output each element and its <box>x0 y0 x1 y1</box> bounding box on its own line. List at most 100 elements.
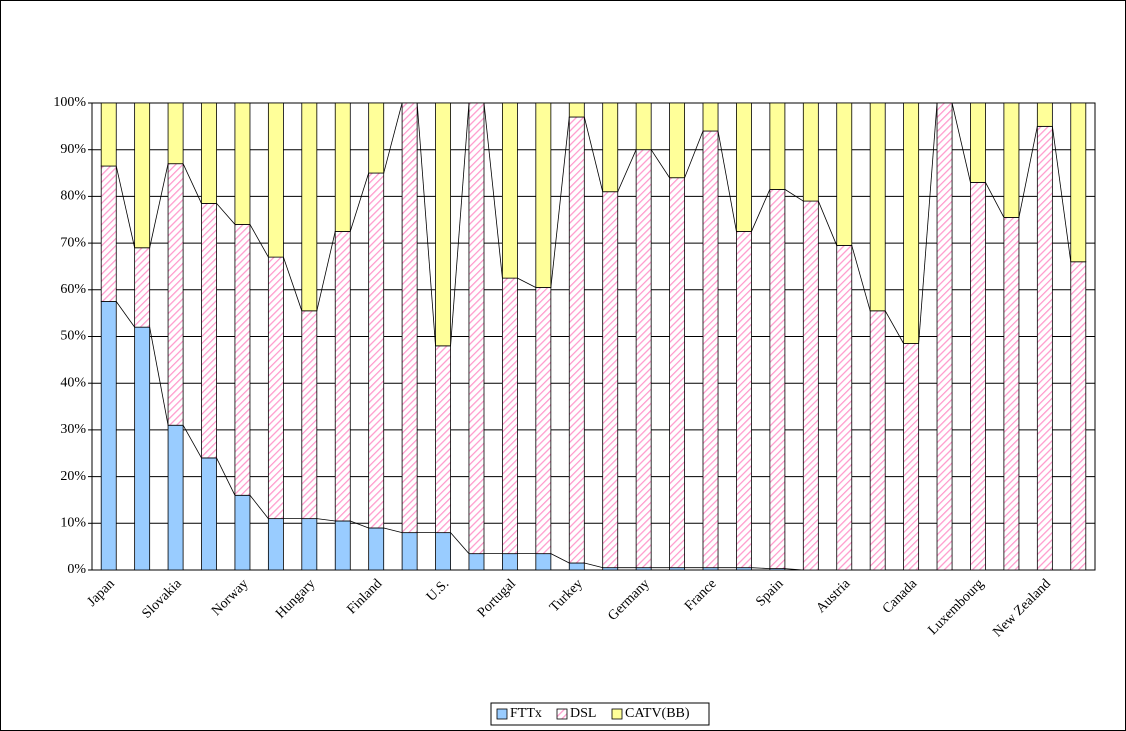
bar-segment <box>1003 102 1020 218</box>
series-line <box>1018 126 1038 218</box>
legend-label: FTTx <box>510 706 542 721</box>
bar-segment <box>468 553 485 571</box>
series-line <box>450 532 470 554</box>
bar-segment <box>267 102 284 258</box>
bar-segment <box>201 102 217 204</box>
bar-segment <box>535 553 552 571</box>
bar-segment <box>301 102 318 312</box>
bar-segment <box>501 102 518 279</box>
series-line <box>216 457 236 496</box>
bar-segment <box>802 102 819 202</box>
legend-swatch <box>556 708 568 720</box>
bar-segment <box>401 532 418 571</box>
bar-segment <box>970 181 986 571</box>
series-line <box>182 425 202 459</box>
bar-segment <box>802 200 819 571</box>
series-line <box>717 130 737 232</box>
y-tick-label: 50% <box>60 329 86 344</box>
legend-swatch <box>611 708 623 720</box>
bar-segment <box>401 102 418 534</box>
bar-segment <box>669 102 686 179</box>
bar-segment <box>267 518 284 571</box>
bar-segment <box>669 177 686 569</box>
y-tick-label: 70% <box>60 235 86 250</box>
series-line <box>149 327 169 426</box>
series-line <box>517 277 537 288</box>
bar-segment <box>568 102 585 118</box>
y-tick-label: 0% <box>67 562 86 577</box>
series-line <box>450 102 470 346</box>
bar-segment <box>1070 261 1087 571</box>
y-tick-label: 40% <box>60 375 86 390</box>
bar-segment <box>368 102 385 174</box>
bar-segment <box>167 424 184 571</box>
bar-segment <box>903 102 920 344</box>
bar-segment <box>234 494 251 571</box>
bar-segment <box>234 102 251 225</box>
bar-segment <box>903 343 920 571</box>
bar-segment <box>635 149 652 569</box>
bar-segment <box>568 562 585 571</box>
series-line <box>416 102 436 346</box>
bar-segment <box>869 102 886 312</box>
bar-segment <box>100 102 117 167</box>
y-tick-label: 80% <box>60 189 86 204</box>
y-tick-label: 20% <box>60 469 86 484</box>
bar-segment <box>535 102 552 288</box>
series-line <box>684 130 704 178</box>
y-tick-label: 90% <box>60 142 86 157</box>
series-line <box>182 163 202 204</box>
bar-segment <box>368 527 385 571</box>
bar-segment <box>468 102 485 555</box>
legend: FTTx DSL CATV(BB) <box>490 702 710 726</box>
y-tick-label: 60% <box>60 282 86 297</box>
y-tick-label: 10% <box>60 516 86 531</box>
series-line <box>1051 126 1072 262</box>
bar-segment <box>334 102 351 232</box>
series-line <box>584 562 603 569</box>
series-line <box>951 102 971 183</box>
series-line <box>751 567 770 569</box>
series-line <box>918 102 938 344</box>
bar-segment <box>368 172 385 529</box>
bar-segment <box>134 102 151 249</box>
series-line <box>817 200 838 246</box>
bar-segment <box>267 256 284 520</box>
series-line <box>249 224 269 258</box>
bar-segment <box>501 277 518 555</box>
bar-segment <box>869 310 886 571</box>
bar-segment <box>435 345 451 534</box>
bar-segment <box>100 301 117 571</box>
bar-segment <box>134 326 151 571</box>
series-line <box>985 182 1005 218</box>
bar-segment <box>1036 125 1053 571</box>
bar-segment <box>134 247 151 328</box>
bar-segment <box>167 102 184 165</box>
bar-segment <box>635 102 652 151</box>
bar-segment <box>836 102 853 246</box>
bar-segment <box>602 191 619 569</box>
series-line <box>316 231 336 311</box>
series-line <box>650 149 670 178</box>
bar-segment <box>1036 102 1053 127</box>
series-line <box>350 520 369 529</box>
bar-segment <box>435 532 451 571</box>
series-line <box>550 553 570 564</box>
series-line <box>115 301 135 328</box>
bar-segment <box>568 116 585 564</box>
series-line <box>884 310 904 344</box>
legend-swatch <box>496 708 508 720</box>
series-line <box>851 245 871 311</box>
bar-segment <box>702 102 719 132</box>
bar-segment <box>301 310 318 520</box>
series-line <box>383 102 403 174</box>
legend-box <box>490 702 710 726</box>
bar-segment <box>334 520 351 571</box>
series-line <box>550 116 570 288</box>
legend-label: CATV(BB) <box>625 706 690 721</box>
bar-segment <box>301 518 318 571</box>
series-line <box>383 527 403 534</box>
legend-label: DSL <box>570 706 596 721</box>
bar-segment <box>535 287 552 555</box>
